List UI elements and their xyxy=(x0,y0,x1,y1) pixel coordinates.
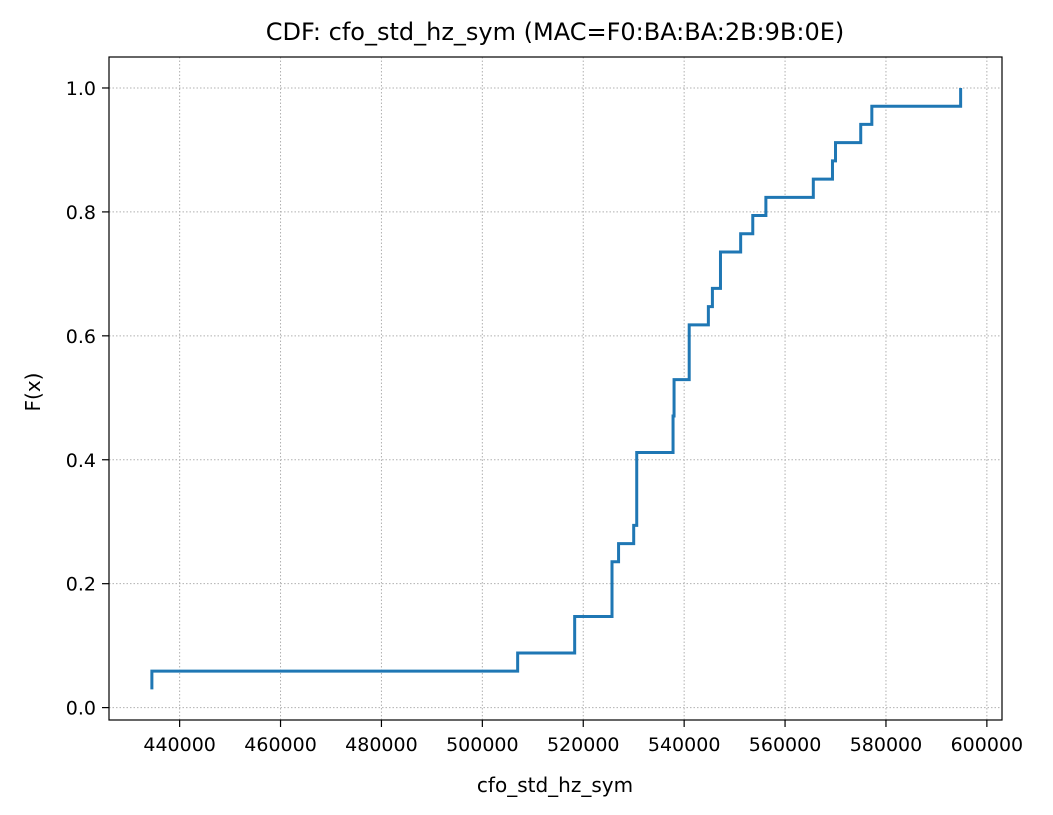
y-axis: 0.0 0.2 0.4 0.6 0.8 1.0 xyxy=(66,78,109,720)
cdf-series-line xyxy=(150,87,963,690)
x-tick-label: 600000 xyxy=(951,734,1024,756)
grid xyxy=(109,57,1002,720)
x-axis-label: cfo_std_hz_sym xyxy=(477,773,633,797)
y-tick-label: 0.6 xyxy=(66,326,96,348)
x-tick-label: 480000 xyxy=(345,734,418,756)
x-tick-label: 440000 xyxy=(143,734,216,756)
chart-title: CDF: cfo_std_hz_sym (MAC=F0:BA:BA:2B:9B:… xyxy=(266,18,845,46)
y-tick-label: 0.8 xyxy=(66,202,96,224)
x-tick-label: 560000 xyxy=(749,734,822,756)
y-tick-label: 1.0 xyxy=(66,78,96,100)
x-tick-label: 520000 xyxy=(547,734,620,756)
y-axis-label: F(x) xyxy=(21,373,45,412)
x-tick-label: 580000 xyxy=(850,734,923,756)
y-tick-label: 0.0 xyxy=(66,698,96,720)
y-tick-label: 0.2 xyxy=(66,574,96,596)
y-tick-label: 0.4 xyxy=(66,450,96,472)
plot-frame xyxy=(108,56,1003,721)
x-tick-label: 500000 xyxy=(446,734,519,756)
x-tick-label: 460000 xyxy=(244,734,317,756)
x-tick-label: 540000 xyxy=(648,734,721,756)
x-axis: 440000 460000 480000 500000 520000 540000 5600… xyxy=(143,720,1023,756)
series xyxy=(150,87,963,690)
